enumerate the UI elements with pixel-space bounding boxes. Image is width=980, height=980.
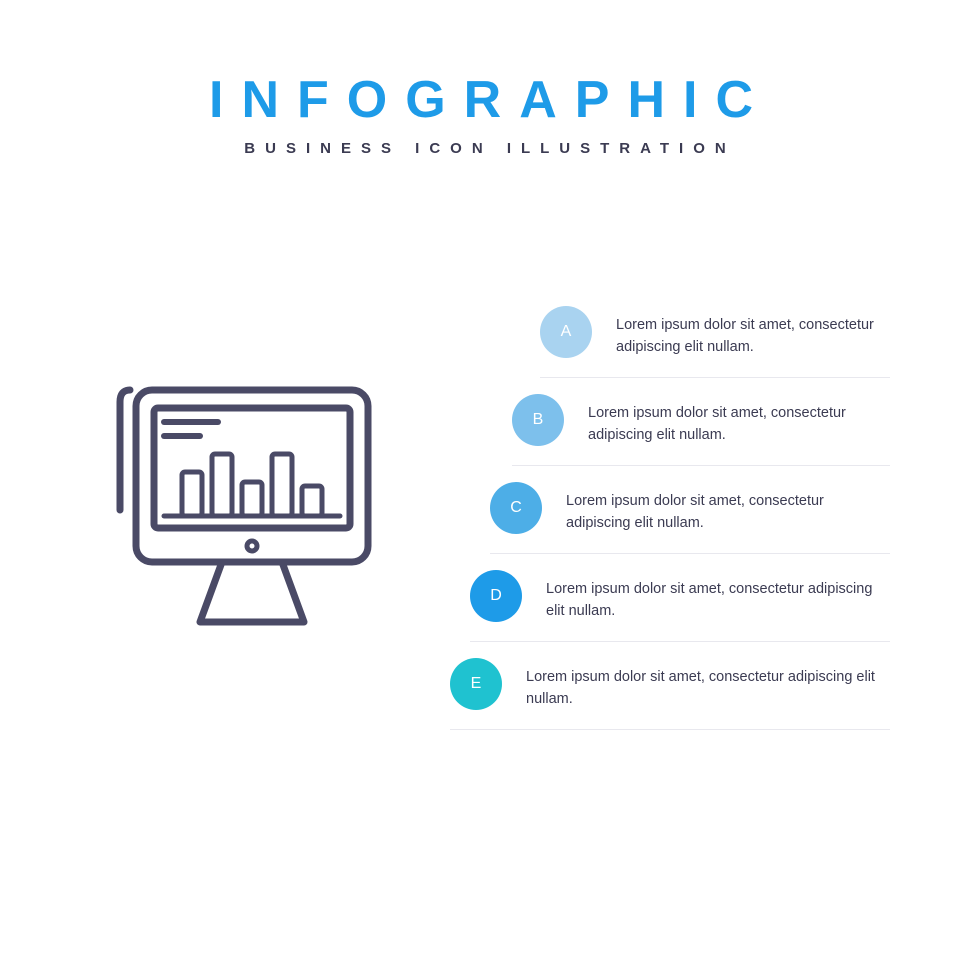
page-title: INFOGRAPHIC [0,70,980,130]
list-item: D Lorem ipsum dolor sit amet, consectetu… [470,554,890,642]
list-item: A Lorem ipsum dolor sit amet, consectetu… [540,290,890,378]
step-badge-a: A [540,306,592,358]
step-badge-b: B [512,394,564,446]
header: INFOGRAPHIC BUSINESS ICON ILLUSTRATION [0,0,980,157]
step-text: Lorem ipsum dolor sit amet, consectetur … [546,570,890,623]
step-text: Lorem ipsum dolor sit amet, consectetur … [526,658,890,711]
steps-list: A Lorem ipsum dolor sit amet, consectetu… [450,290,890,730]
list-item: E Lorem ipsum dolor sit amet, consectetu… [450,642,890,730]
step-text: Lorem ipsum dolor sit amet, consectetur … [616,306,890,359]
list-item: B Lorem ipsum dolor sit amet, consectetu… [512,378,890,466]
step-badge-e: E [450,658,502,710]
step-badge-d: D [470,570,522,622]
step-text: Lorem ipsum dolor sit amet, consectetur … [588,394,890,447]
step-badge-c: C [490,482,542,534]
step-text: Lorem ipsum dolor sit amet, consectetur … [566,482,890,535]
monitor-bar-chart-icon [100,360,420,655]
list-item: C Lorem ipsum dolor sit amet, consectetu… [490,466,890,554]
page-subtitle: BUSINESS ICON ILLUSTRATION [0,140,980,157]
